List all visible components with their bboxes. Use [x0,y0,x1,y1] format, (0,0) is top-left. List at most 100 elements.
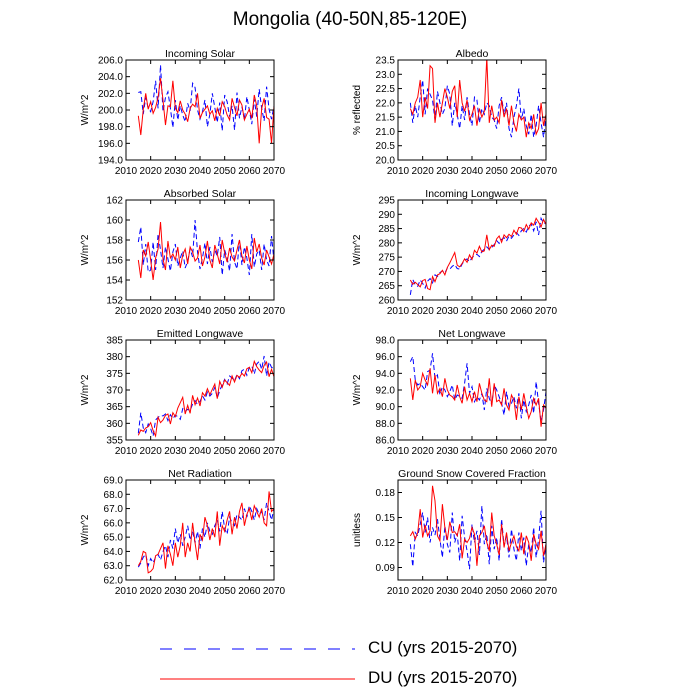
legend-entry-cu: CU (yrs 2015-2070) [160,637,580,661]
y-tick-label-net-longwave: 88.0 [376,419,396,430]
y-tick-label-albedo: 21.5 [376,113,396,124]
y-tick-label-incoming-longwave: 265 [378,281,395,292]
y-tick-label-albedo: 22.5 [376,84,396,95]
y-tick-label-emitted-longwave: 370 [106,386,123,397]
x-tick-label-ground-snow-covered-fraction: 2030 [436,586,459,597]
y-axis-label-albedo: % reflected [352,85,363,135]
y-tick-label-net-longwave: 90.0 [376,402,396,413]
x-tick-label-net-longwave: 2020 [412,446,435,457]
x-tick-label-albedo: 2010 [387,166,410,177]
x-tick-label-emitted-longwave: 2030 [164,446,187,457]
y-tick-label-incoming-solar: 194.0 [98,156,123,167]
legend-label-du: DU (yrs 2015-2070) [368,668,518,687]
x-tick-label-emitted-longwave: 2060 [238,446,261,457]
panel-ground-snow-covered-fraction: 0.09 0.12 0.15 0.18 2010 2020 2030 2040 2050 2060… [352,468,558,597]
y-tick-label-albedo: 20.0 [376,156,396,167]
x-tick-label-net-radiation: 2050 [214,586,237,597]
y-tick-label-emitted-longwave: 365 [106,402,123,413]
x-tick-label-incoming-longwave: 2010 [387,306,410,317]
x-tick-label-emitted-longwave: 2050 [214,446,237,457]
y-tick-label-incoming-longwave: 290 [378,210,395,221]
x-tick-label-absorbed-solar: 2010 [115,306,138,317]
y-axis-label-emitted-longwave: W/m^2 [80,374,91,405]
x-tick-label-net-longwave: 2040 [461,446,484,457]
y-tick-label-incoming-longwave: 295 [378,196,395,207]
panel-title-absorbed-solar: Absorbed Solar [164,188,237,200]
x-tick-label-ground-snow-covered-fraction: 2040 [461,586,484,597]
x-tick-label-absorbed-solar: 2060 [238,306,261,317]
x-tick-label-emitted-longwave: 2040 [189,446,212,457]
x-tick-label-incoming-solar: 2040 [189,166,212,177]
series-line-du-absorbed-solar [137,221,274,281]
x-tick-label-incoming-solar: 2070 [263,166,286,177]
y-tick-label-net-longwave: 86.0 [376,436,396,447]
x-tick-label-net-longwave: 2010 [387,446,410,457]
x-tick-label-emitted-longwave: 2010 [115,446,138,457]
y-tick-label-net-longwave: 94.0 [376,369,396,380]
x-tick-label-incoming-longwave: 2030 [436,306,459,317]
x-tick-label-albedo: 2060 [510,166,533,177]
y-tick-label-net-radiation: 62.0 [104,576,124,587]
series-line-du-incoming-solar [137,78,274,144]
x-tick-label-emitted-longwave: 2020 [140,446,163,457]
x-tick-label-absorbed-solar: 2040 [189,306,212,317]
x-tick-label-incoming-solar: 2060 [238,166,261,177]
y-tick-label-incoming-longwave: 260 [378,296,395,307]
figure-title: Mongolia (40-50N,85-120E) [232,9,468,30]
panel-title-net-radiation: Net Radiation [168,468,232,480]
y-tick-label-ground-snow-covered-fraction: 0.09 [376,563,396,574]
x-tick-label-incoming-solar: 2030 [164,166,187,177]
series-line-du-emitted-longwave [137,359,274,438]
series-line-cu-incoming-longwave [409,216,546,295]
x-tick-label-net-radiation: 2010 [115,586,138,597]
plot-frame-net-longwave [397,339,547,441]
panel-albedo: 20.0 20.5 21.0 21.5 22.0 22.5 23.0 23.5 2010 2020… [352,48,558,177]
y-tick-label-absorbed-solar: 162 [106,196,123,207]
panel-title-emitted-longwave: Emitted Longwave [157,328,244,340]
series-line-du-albedo [409,60,546,138]
y-tick-label-net-radiation: 69.0 [104,476,124,487]
x-tick-label-absorbed-solar: 2070 [263,306,286,317]
y-tick-label-net-radiation: 68.0 [104,490,124,501]
y-axis-label-net-longwave: W/m^2 [352,374,363,405]
x-tick-label-albedo: 2020 [412,166,435,177]
x-tick-label-emitted-longwave: 2070 [263,446,286,457]
x-tick-label-incoming-solar: 2010 [115,166,138,177]
series-line-du-net-longwave [409,368,546,427]
series-line-cu-incoming-solar [138,64,274,131]
x-tick-label-ground-snow-covered-fraction: 2010 [387,586,410,597]
plot-frame-absorbed-solar [125,199,275,301]
x-tick-label-net-radiation: 2040 [189,586,212,597]
y-tick-label-net-radiation: 67.0 [104,504,124,515]
x-tick-label-net-radiation: 2030 [164,586,187,597]
x-tick-label-incoming-longwave: 2060 [510,306,533,317]
y-tick-label-ground-snow-covered-fraction: 0.18 [376,488,396,499]
series-line-cu-emitted-longwave [137,355,274,437]
y-axis-label-net-radiation: W/m^2 [80,514,91,545]
y-tick-label-incoming-solar: 202.0 [98,89,123,100]
panel-net-longwave: 86.0 88.0 90.0 92.0 94.0 96.0 98.0 2010 2020 2030… [352,328,558,457]
y-tick-label-absorbed-solar: 154 [106,276,123,287]
x-tick-label-albedo: 2040 [461,166,484,177]
x-tick-label-ground-snow-covered-fraction: 2050 [486,586,509,597]
y-tick-label-net-longwave: 98.0 [376,336,396,347]
y-tick-label-net-radiation: 66.0 [104,518,124,529]
y-tick-label-absorbed-solar: 156 [106,256,123,267]
y-tick-label-incoming-solar: 200.0 [98,106,123,117]
x-tick-label-incoming-longwave: 2070 [535,306,558,317]
plot-frame-incoming-solar [125,59,275,161]
y-tick-label-emitted-longwave: 360 [106,419,123,430]
legend-label-cu: CU (yrs 2015-2070) [368,638,518,657]
y-tick-label-emitted-longwave: 380 [106,352,123,363]
x-tick-label-ground-snow-covered-fraction: 2020 [412,586,435,597]
series-line-du-ground-snow-covered-fraction [409,485,546,566]
y-tick-label-ground-snow-covered-fraction: 0.15 [376,513,396,524]
panel-title-incoming-longwave: Incoming Longwave [425,188,519,200]
y-tick-label-net-longwave: 96.0 [376,352,396,363]
y-tick-label-albedo: 22.0 [376,98,396,109]
x-tick-label-net-longwave: 2060 [510,446,533,457]
y-axis-label-incoming-longwave: W/m^2 [352,234,363,265]
legend-line-cu [160,648,355,650]
